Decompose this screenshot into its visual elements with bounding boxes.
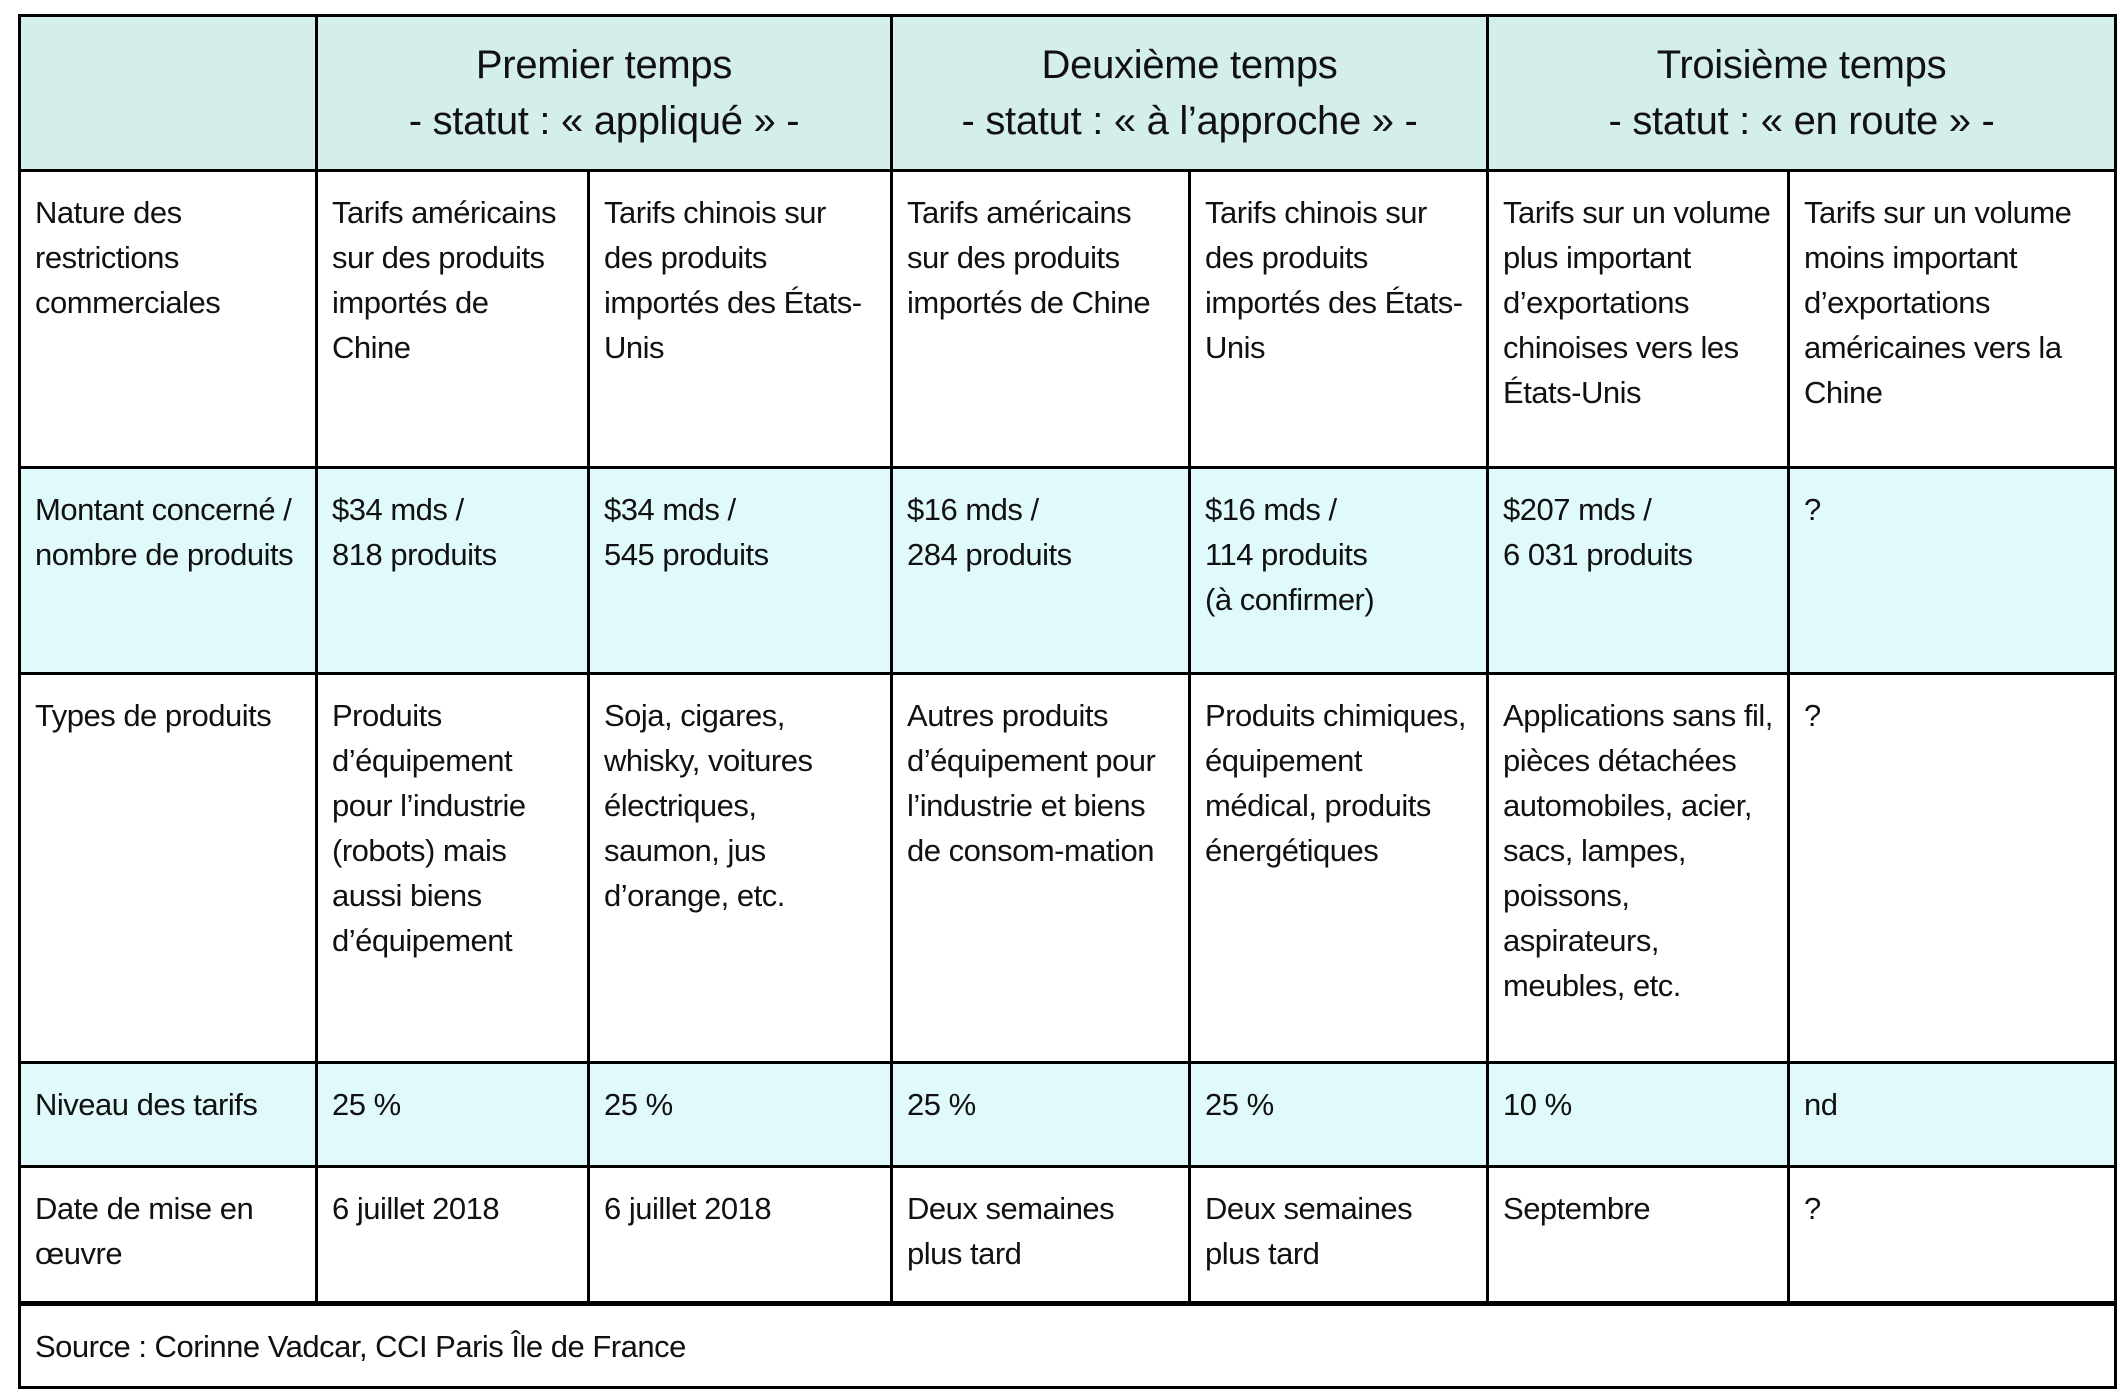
table-cell: Deux semaines plus tard [1188,1165,1490,1305]
table-cell: Tarifs chinois sur des produits importés… [1188,169,1490,469]
table-cell: Produits d’équipement pour l’industrie (… [315,672,590,1064]
table-cell: Tarifs sur un volume plus important d’ex… [1486,169,1791,469]
group-title: Premier temps [475,43,733,87]
tariff-table: Premier temps - statut : « appliqué » - D… [17,14,2118,1389]
table-cell: $34 mds / 545 produits [586,466,894,675]
group-title: Troisième temps [1656,43,1947,87]
table-cell: Produits chimiques, équipement médical, … [1188,672,1490,1064]
table-cell: 25 % [586,1061,894,1168]
table-cell: 25 % [890,1061,1192,1168]
table-cell: Soja, cigares, whisky, voitures électriq… [586,672,894,1064]
group-title: Deuxième temps [1041,43,1338,87]
table-cell: ? [1787,1165,2118,1305]
table-cell: 25 % [315,1061,590,1168]
table-cell: Applications sans fil, pièces détachées … [1486,672,1791,1064]
row-label: Niveau des tarifs [18,1061,318,1168]
table-cell: $34 mds / 818 produits [315,466,590,675]
row-label: Date de mise en œuvre [18,1165,318,1305]
header-empty-cell [18,14,318,172]
table-cell: nd [1787,1061,2118,1168]
table-cell: Autres produits d’équipement pour l’indu… [890,672,1192,1064]
table-row: Date de mise en œuvre 6 juillet 2018 6 j… [18,1165,2118,1305]
table-cell: Tarifs américains sur des produits impor… [890,169,1192,469]
group-status: - statut : « en route » - [1608,99,1995,143]
source-row: Source : Corinne Vadcar, CCI Paris Île d… [17,1301,2118,1389]
row-label: Nature des restrictions commerciales [18,169,318,469]
table-row: Types de produits Produits d’équipement … [18,672,2118,1064]
table-cell: 10 % [1486,1061,1791,1168]
group-status: - statut : « à l’approche » - [961,99,1418,143]
header-premier-temps: Premier temps - statut : « appliqué » - [314,14,894,172]
table-cell: Deux semaines plus tard [890,1165,1192,1305]
row-label: Montant concerné / nombre de produits [18,466,318,675]
table-cell: $16 mds / 284 produits [890,466,1192,675]
table-cell: Tarifs sur un volume moins important d’e… [1787,169,2118,469]
table-row: Montant concerné / nombre de produits $3… [18,466,2118,675]
table-cell: ? [1787,466,2118,675]
table-cell: 6 juillet 2018 [586,1165,894,1305]
header-deuxieme-temps: Deuxième temps - statut : « à l’approche … [890,14,1490,172]
table-cell: 6 juillet 2018 [315,1165,590,1305]
group-status: - statut : « appliqué » - [408,99,800,143]
table-row: Nature des restrictions commerciales Tar… [18,169,2118,469]
table-cell: Tarifs chinois sur des produits importés… [586,169,894,469]
source-note: Source : Corinne Vadcar, CCI Paris Île d… [17,1301,2118,1389]
row-label: Types de produits [18,672,318,1064]
table-cell: Septembre [1486,1165,1791,1305]
table-cell: Tarifs américains sur des produits impor… [315,169,590,469]
header-troisieme-temps: Troisième temps - statut : « en route » - [1486,14,2118,172]
table-cell: $16 mds / 114 produits (à confirmer) [1188,466,1490,675]
table-cell: ? [1787,672,2118,1064]
table-cell: 25 % [1188,1061,1490,1168]
header-row: Premier temps - statut : « appliqué » - D… [18,14,2118,172]
table-row: Niveau des tarifs 25 % 25 % 25 % 25 % 10… [18,1061,2118,1168]
table-cell: $207 mds / 6 031 produits [1486,466,1791,675]
